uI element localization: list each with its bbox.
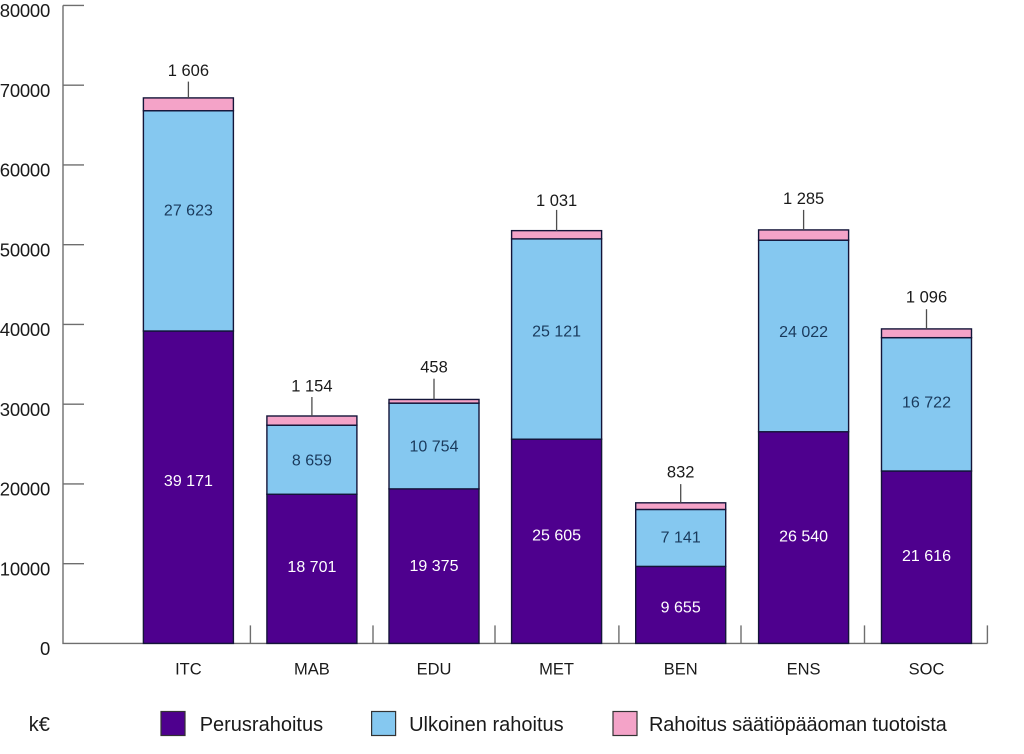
svg-text:60000: 60000 xyxy=(0,160,50,181)
svg-text:40000: 40000 xyxy=(0,319,50,340)
svg-text:70000: 70000 xyxy=(0,80,50,101)
svg-text:458: 458 xyxy=(420,358,448,376)
svg-text:39 171: 39 171 xyxy=(164,473,213,490)
svg-text:1 606: 1 606 xyxy=(168,62,209,80)
svg-text:832: 832 xyxy=(667,463,695,481)
svg-text:BEN: BEN xyxy=(664,661,698,679)
svg-text:0: 0 xyxy=(40,638,50,659)
svg-text:26 540: 26 540 xyxy=(779,528,828,545)
svg-text:1 154: 1 154 xyxy=(291,378,332,396)
svg-text:25 605: 25 605 xyxy=(532,528,581,545)
svg-text:10 754: 10 754 xyxy=(410,439,459,456)
svg-text:80000: 80000 xyxy=(0,0,50,21)
svg-text:MAB: MAB xyxy=(294,661,330,679)
svg-text:SOC: SOC xyxy=(909,661,945,679)
svg-text:Rahoitus säätiöpääoman tuotois: Rahoitus säätiöpääoman tuotoista xyxy=(649,714,948,736)
svg-text:24 022: 24 022 xyxy=(779,324,828,341)
svg-text:19 375: 19 375 xyxy=(410,558,459,575)
svg-text:18 701: 18 701 xyxy=(287,559,336,576)
svg-text:9 655: 9 655 xyxy=(661,600,701,617)
svg-text:MET: MET xyxy=(539,661,574,679)
svg-text:25 121: 25 121 xyxy=(532,324,581,341)
svg-text:ITC: ITC xyxy=(175,661,202,679)
svg-text:1 031: 1 031 xyxy=(536,192,577,210)
svg-text:7 141: 7 141 xyxy=(661,530,701,547)
svg-text:20000: 20000 xyxy=(0,479,50,500)
svg-text:ENS: ENS xyxy=(787,661,821,679)
svg-text:k€: k€ xyxy=(29,714,50,736)
svg-text:16 722: 16 722 xyxy=(902,395,951,412)
svg-text:8 659: 8 659 xyxy=(292,453,332,470)
svg-text:1 096: 1 096 xyxy=(906,289,947,307)
svg-text:1 285: 1 285 xyxy=(783,190,824,208)
svg-text:50000: 50000 xyxy=(0,239,50,260)
svg-text:10000: 10000 xyxy=(0,558,50,579)
svg-text:30000: 30000 xyxy=(0,399,50,420)
svg-text:27 623: 27 623 xyxy=(164,203,213,220)
svg-text:Perusrahoitus: Perusrahoitus xyxy=(200,714,323,736)
svg-text:EDU: EDU xyxy=(417,661,452,679)
svg-text:21 616: 21 616 xyxy=(902,548,951,565)
svg-text:Ulkoinen rahoitus: Ulkoinen rahoitus xyxy=(409,714,564,736)
